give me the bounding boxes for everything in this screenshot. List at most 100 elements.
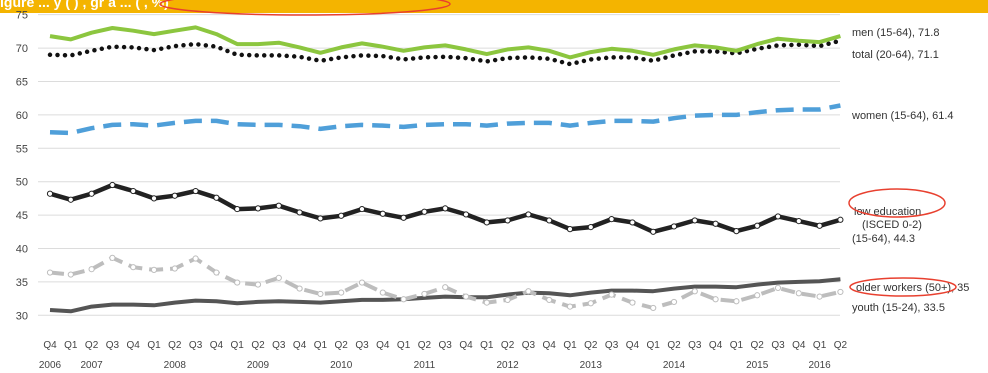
data-point	[670, 298, 678, 306]
y-tick-label: 35	[16, 277, 28, 289]
x-tick-quarter: Q2	[251, 340, 265, 351]
series-line	[49, 255, 841, 310]
data-point	[650, 304, 657, 312]
chart-title-banner: igure ... y ( ) , gr a ... ( , %)	[0, 0, 988, 13]
data-point	[67, 196, 74, 203]
label-total: total (20-64), 71.1	[852, 49, 939, 61]
y-tick-label: 55	[16, 143, 28, 155]
data-point	[421, 208, 428, 215]
banner-text: igure ... y ( ) , gr a ... ( , %)	[0, 0, 169, 10]
series-line	[49, 103, 841, 136]
data-point	[171, 192, 178, 199]
series-0	[49, 25, 841, 60]
banner-highlight-ellipse	[159, 0, 451, 16]
x-tick-quarter: Q3	[355, 340, 369, 351]
data-point	[587, 300, 594, 307]
label-youth: youth (15-24), 33.5	[852, 302, 945, 314]
data-point	[670, 223, 678, 230]
data-point	[400, 296, 407, 303]
data-point	[629, 299, 636, 306]
x-tick-year: 2006	[39, 360, 62, 371]
x-tick-quarter: Q2	[834, 340, 848, 351]
label-older-workers: older workers (50+), 35	[856, 282, 969, 294]
older-workers-highlight-ellipse	[849, 277, 957, 297]
y-tick-label: 40	[16, 243, 28, 255]
data-point	[712, 220, 719, 227]
series-labels: men (15-64), 71.8 total (20-64), 71.1 wo…	[851, 27, 969, 314]
data-point	[46, 190, 54, 197]
data-point	[234, 205, 241, 213]
x-tick-quarter: Q3	[106, 340, 120, 351]
x-tick-quarter: Q4	[543, 340, 557, 351]
x-tick-quarter: Q1	[647, 340, 661, 351]
data-point	[275, 274, 282, 281]
data-point	[171, 265, 178, 272]
data-point	[358, 205, 366, 213]
data-point	[254, 281, 262, 288]
x-tick-quarter: Q4	[43, 340, 57, 351]
x-tick-quarter: Q2	[168, 340, 182, 351]
x-tick-year: 2007	[80, 360, 103, 371]
data-point	[650, 228, 657, 235]
y-tick-label: 65	[16, 76, 28, 88]
series-layer	[46, 25, 844, 314]
data-point	[733, 298, 740, 305]
x-tick-quarter: Q4	[459, 340, 473, 351]
series-1	[47, 38, 843, 67]
data-point	[608, 291, 615, 298]
data-point	[754, 222, 761, 229]
x-tick-quarter: Q2	[751, 340, 765, 351]
series-line	[47, 38, 843, 67]
x-tick-quarter: Q1	[314, 340, 328, 351]
x-tick-quarter: Q4	[293, 340, 307, 351]
data-point	[67, 271, 74, 278]
series-line	[49, 277, 841, 314]
x-tick-year: 2014	[663, 360, 686, 371]
y-tick-label: 45	[16, 210, 28, 222]
data-point	[254, 205, 262, 212]
data-point	[525, 211, 532, 218]
data-point	[837, 288, 844, 296]
x-tick-quarter: Q3	[272, 340, 286, 351]
x-tick-quarter: Q3	[522, 340, 536, 351]
data-point	[338, 212, 345, 219]
data-point	[629, 219, 636, 226]
data-point	[795, 290, 802, 297]
data-point	[795, 218, 802, 225]
x-tick-quarter: Q4	[792, 340, 806, 351]
data-point	[483, 219, 490, 226]
x-tick-year: 2013	[580, 360, 603, 371]
data-point	[462, 293, 470, 300]
data-point	[774, 213, 782, 220]
data-point	[379, 210, 386, 217]
x-tick-quarter: Q4	[127, 340, 141, 351]
data-point	[442, 284, 449, 291]
data-point	[566, 303, 574, 310]
y-tick-label: 60	[16, 110, 28, 122]
label-low-education-age: (15-64), 44.3	[852, 233, 915, 245]
x-tick-quarter: Q3	[688, 340, 702, 351]
data-point	[109, 254, 116, 261]
x-tick-quarter: Q1	[64, 340, 78, 351]
data-point	[421, 290, 428, 298]
x-tick-quarter: Q3	[771, 340, 785, 351]
x-tick-year: 2016	[808, 360, 831, 371]
data-point	[192, 255, 199, 262]
data-point	[213, 269, 220, 276]
x-tick-quarter: Q4	[210, 340, 224, 351]
x-tick-quarter: Q2	[584, 340, 598, 351]
y-tick-label: 50	[16, 177, 28, 189]
x-tick-year: 2012	[496, 360, 519, 371]
x-tick-quarter: Q3	[439, 340, 453, 351]
data-point	[525, 288, 532, 295]
data-point	[358, 279, 366, 286]
data-point	[400, 214, 407, 221]
x-tick-quarter: Q2	[85, 340, 99, 351]
x-axis: Q4 Q1 Q2 Q3 Q4 Q1 Q2 Q3 Q4 Q1 Q2 Q3 Q4 Q1 Q2 Q3 Q4 Q1 Q2 Q3…	[39, 340, 848, 371]
data-point	[88, 266, 95, 273]
data-point	[566, 226, 574, 233]
label-men: men (15-64), 71.8	[852, 27, 939, 39]
data-point	[379, 289, 386, 296]
x-tick-quarter: Q2	[667, 340, 681, 351]
x-tick-quarter: Q1	[231, 340, 245, 351]
